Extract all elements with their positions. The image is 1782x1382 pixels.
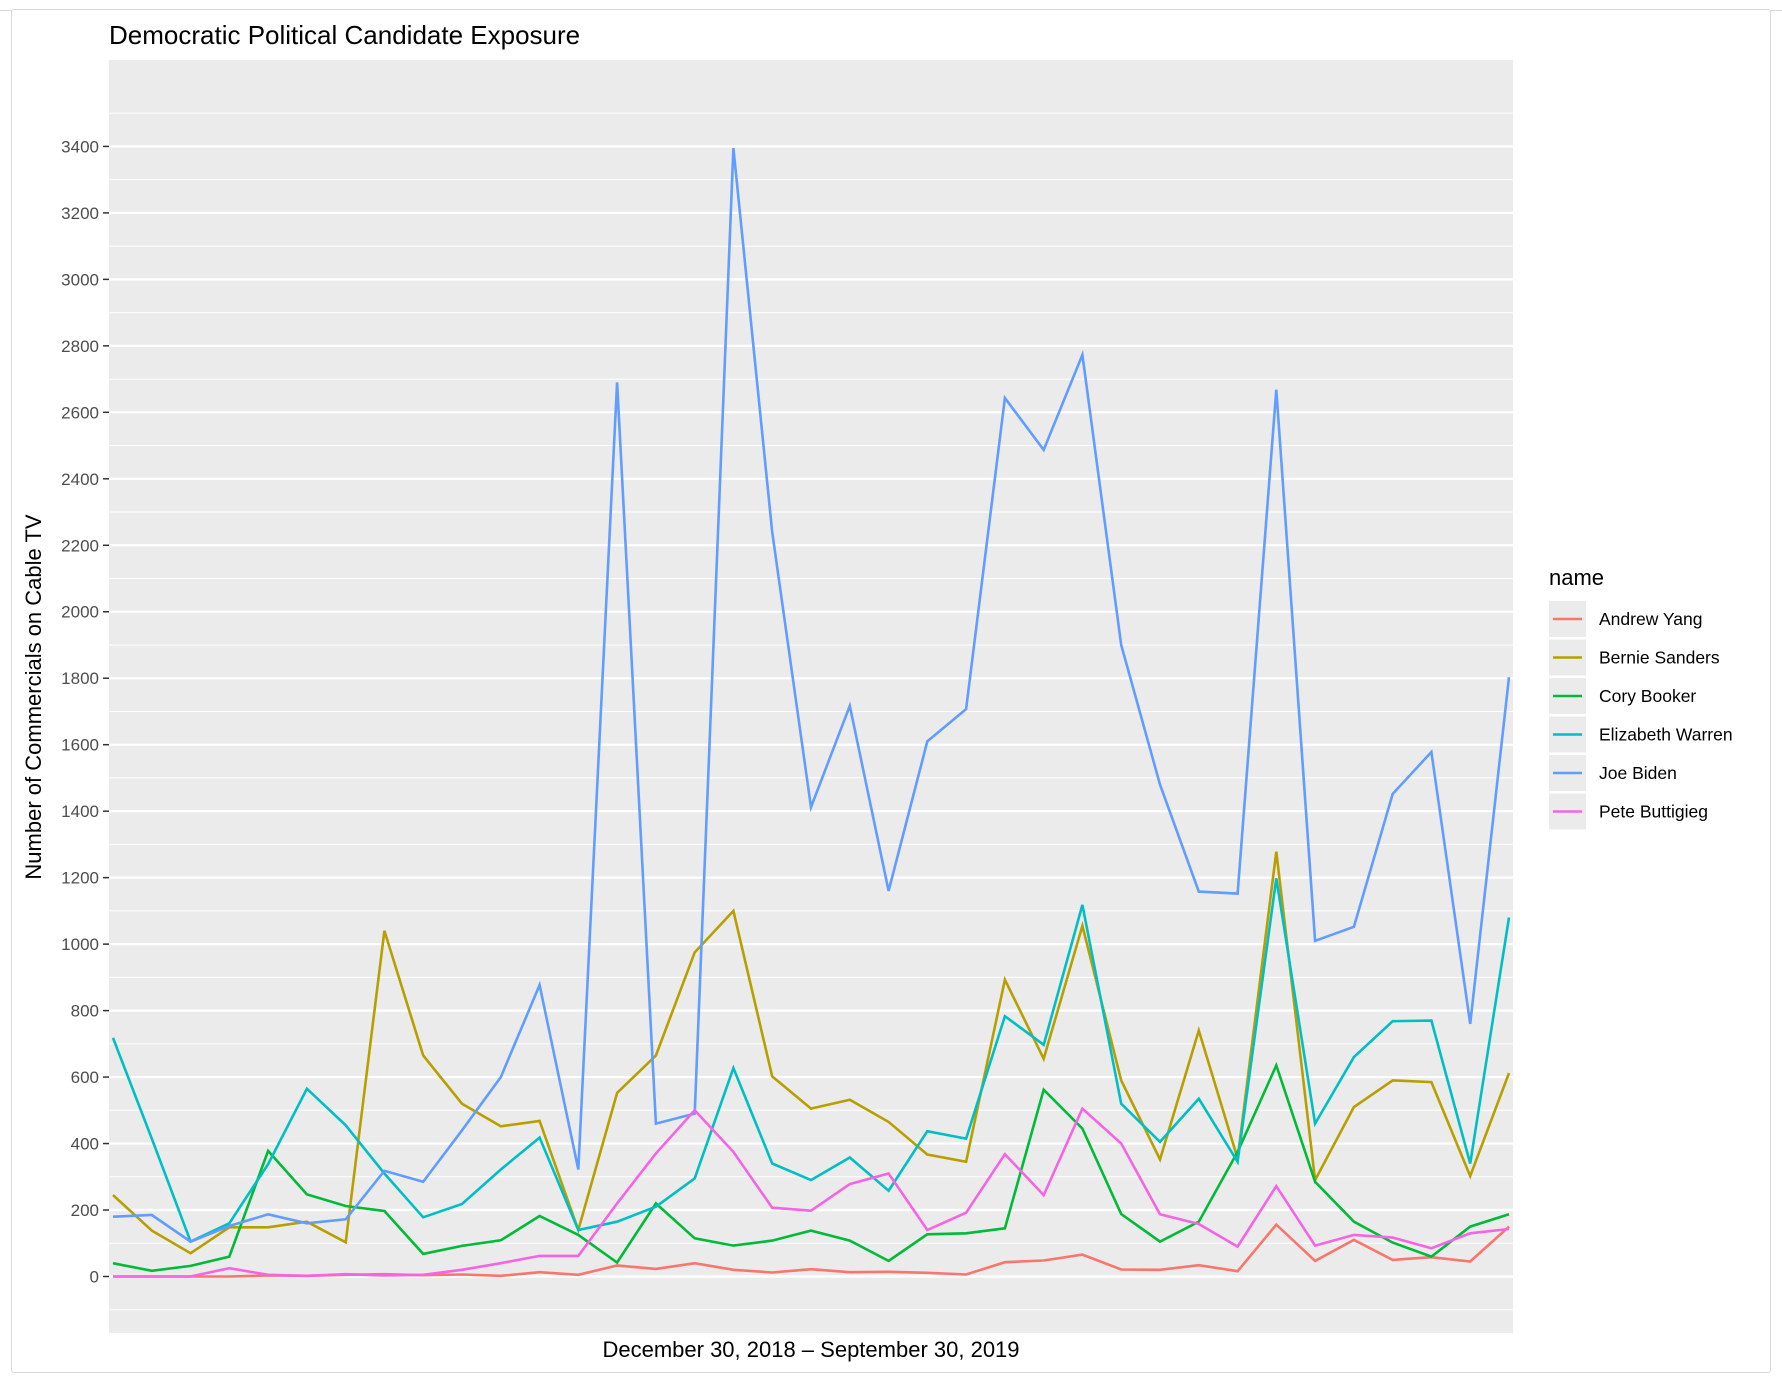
y-tick-label: 1600 <box>61 736 99 755</box>
y-tick-label: 2600 <box>61 403 99 422</box>
series-line-bernie-sanders <box>112 851 1511 1255</box>
series-line-cory-booker <box>112 1061 1510 1273</box>
legend-label-joe-biden: Joe Biden <box>1599 763 1677 783</box>
legend-label-bernie-sanders: Bernie Sanders <box>1599 648 1720 668</box>
y-tick-label: 2800 <box>61 337 99 356</box>
y-axis-ticks: 0 200 400 600 800 1000 1200 1400 1600 1800 2000 220… <box>61 137 109 1286</box>
series-line-elizabeth-warren <box>111 878 1511 1244</box>
y-tick-label: 0 <box>90 1267 99 1286</box>
y-tick-label: 3000 <box>61 270 99 289</box>
y-tick-label: 3400 <box>61 137 99 156</box>
y-tick-label: 1200 <box>61 869 99 888</box>
y-tick-label: 3200 <box>61 204 99 223</box>
y-tick-label: 200 <box>71 1201 99 1220</box>
plot-panel <box>109 60 1513 1333</box>
series-line-joe-biden <box>112 147 1511 1244</box>
y-tick-label: 1800 <box>61 669 99 688</box>
y-tick-label: 1000 <box>61 935 99 954</box>
minor-gridlines <box>109 112 1513 1311</box>
legend-title: name <box>1549 565 1604 590</box>
y-tick-label: 800 <box>71 1002 99 1021</box>
y-tick-label: 2200 <box>61 536 99 555</box>
y-tick-label: 2400 <box>61 470 99 489</box>
legend-keys: Andrew Yang Bernie Sanders Cory Booker Eliz… <box>1549 601 1733 830</box>
series-lines <box>111 147 1511 1278</box>
legend: name Andrew Yang Bernie Sanders Cory Booke… <box>1549 565 1733 830</box>
y-tick-label: 2000 <box>61 603 99 622</box>
y-tick-label: 600 <box>71 1068 99 1087</box>
y-tick-label: 400 <box>71 1135 99 1154</box>
y-tick-label: 1400 <box>61 802 99 821</box>
legend-label-pete-buttigieg: Pete Buttigieg <box>1599 802 1708 822</box>
chart-title: Democratic Political Candidate Exposure <box>109 20 580 50</box>
legend-label-cory-booker: Cory Booker <box>1599 686 1696 706</box>
legend-label-andrew-yang: Andrew Yang <box>1599 609 1702 629</box>
legend-label-elizabeth-warren: Elizabeth Warren <box>1599 725 1733 745</box>
x-axis-title: December 30, 2018 – September 30, 2019 <box>602 1337 1019 1362</box>
y-axis-title: Number of Commercials on Cable TV <box>21 514 46 879</box>
series-line-pete-buttigieg <box>113 1106 1510 1278</box>
